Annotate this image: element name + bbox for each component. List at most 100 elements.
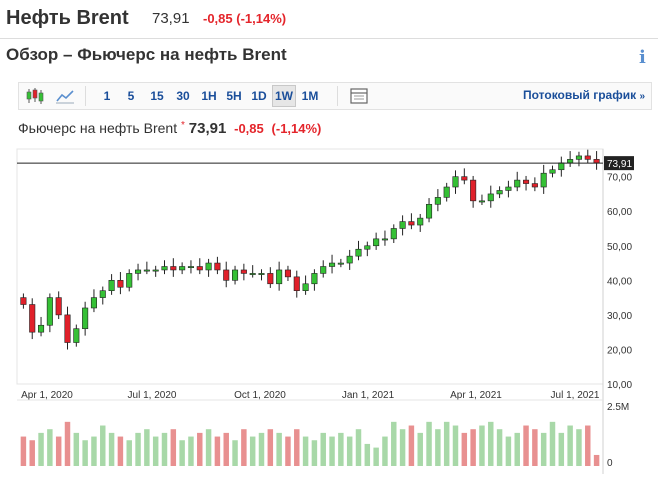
- line-chart-icon[interactable]: [55, 86, 75, 106]
- candle-body: [302, 283, 309, 291]
- toolbar-divider: [337, 86, 338, 106]
- x-tick-label: Apr 1, 2021: [450, 390, 502, 401]
- x-tick-label: Jan 1, 2021: [342, 390, 395, 401]
- candle-body: [82, 307, 89, 330]
- volume-bar: [558, 432, 565, 466]
- volume-bar: [479, 425, 485, 466]
- candle-body: [108, 280, 115, 291]
- volume-bar: [82, 440, 88, 466]
- interval-5h[interactable]: 5H: [226, 89, 242, 103]
- candle-body: [187, 266, 194, 269]
- candle-body: [320, 266, 327, 274]
- candle-body: [64, 314, 71, 343]
- volume-bar: [161, 432, 168, 466]
- volume-bar: [188, 436, 194, 466]
- volume-bar: [576, 429, 582, 466]
- volume-bar: [29, 440, 35, 466]
- candle-body: [390, 228, 397, 240]
- volume-bar: [73, 432, 80, 466]
- candle-body: [399, 221, 406, 229]
- volume-bar: [488, 421, 494, 466]
- interval-5[interactable]: 5: [127, 89, 135, 103]
- volume-bar: [214, 436, 221, 466]
- volume-bar: [364, 443, 371, 466]
- candle-body: [99, 290, 106, 298]
- candle-body: [214, 262, 221, 271]
- chart-toolbar: 1 5 15 30 1H 5H 1D 1W 1M Потоковый графи…: [18, 82, 652, 110]
- candle-body: [55, 297, 62, 316]
- volume-bar: [302, 436, 309, 466]
- volume-bar: [47, 429, 53, 466]
- interval-30[interactable]: 30: [176, 89, 190, 103]
- candle-body: [293, 276, 300, 291]
- candle-body: [117, 280, 124, 288]
- volume-bar: [346, 436, 353, 466]
- volume-bar: [461, 432, 468, 466]
- volume-bar: [20, 436, 27, 466]
- candle-body: [196, 266, 203, 271]
- candle-body: [249, 273, 256, 275]
- candle-body: [143, 269, 150, 272]
- candle-body: [152, 269, 159, 272]
- volume-bar: [399, 429, 406, 466]
- candle-body: [355, 248, 362, 257]
- volume-bar: [91, 436, 97, 466]
- volume-tick-label: 0: [607, 458, 613, 469]
- candle-body: [29, 304, 36, 333]
- interval-1m[interactable]: 1M: [301, 89, 319, 103]
- legend-instrument-name: Фьючерс на нефть Brent: [18, 120, 178, 136]
- x-tick-label: Jul 1, 2021: [551, 390, 600, 401]
- table-icon[interactable]: [349, 86, 369, 106]
- volume-bar: [108, 432, 115, 466]
- volume-bar: [223, 432, 229, 466]
- legend-price: 73,91: [188, 120, 227, 137]
- info-icon[interactable]: i: [639, 47, 646, 68]
- candle-body: [232, 269, 239, 281]
- volume-bar: [505, 436, 512, 466]
- interval-1[interactable]: 1: [103, 89, 111, 103]
- candle-body: [364, 245, 371, 250]
- volume-bar: [417, 432, 423, 466]
- volume-bar: [452, 425, 459, 466]
- page-title: Нефть Brent: [6, 7, 129, 29]
- y-tick-label: 60,00: [607, 207, 632, 218]
- candle-body: [240, 269, 247, 274]
- y-tick-label: 10,00: [607, 380, 632, 391]
- price-chart[interactable]: 70,00 60,00 50,00 40,00 30,00 20,00 10,00 73,91…: [0, 144, 658, 480]
- header-change: -0,85 (-1,14%): [203, 11, 287, 26]
- y-tick-label: 50,00: [607, 242, 632, 253]
- volume-bar: [496, 429, 503, 466]
- candle-body: [575, 155, 582, 160]
- volume-bar: [100, 425, 106, 466]
- header-divider: [0, 38, 658, 39]
- legend-change: -0,85: [234, 121, 264, 136]
- volume-bar: [249, 436, 256, 466]
- candle-body: [461, 176, 468, 181]
- volume-bar: [338, 432, 344, 466]
- candle-body: [311, 273, 318, 285]
- candlestick-icon[interactable]: [25, 86, 45, 106]
- volume-bar: [514, 432, 520, 466]
- volume-bar: [470, 429, 476, 466]
- candle-body: [179, 266, 186, 271]
- volume-bar: [64, 421, 71, 466]
- candle-body: [487, 193, 494, 202]
- y-tick-label: 30,00: [607, 311, 632, 322]
- interval-15[interactable]: 15: [150, 89, 164, 103]
- stream-chart-link[interactable]: Потоковый график »: [523, 88, 645, 102]
- volume-bar: [117, 436, 124, 466]
- interval-1d[interactable]: 1D: [251, 89, 267, 103]
- volume-bar: [152, 436, 159, 466]
- x-tick-label: Oct 1, 2020: [234, 390, 286, 401]
- interval-1h[interactable]: 1H: [201, 89, 217, 103]
- volume-bar: [294, 429, 300, 466]
- candle-body: [223, 269, 230, 281]
- candle-body: [73, 328, 80, 343]
- candle-body: [20, 297, 27, 305]
- candle-body: [90, 297, 97, 309]
- volume-bar: [197, 432, 203, 466]
- candle-body: [284, 269, 291, 278]
- candle-body: [434, 197, 441, 205]
- interval-1w[interactable]: 1W: [272, 85, 296, 107]
- volume-bar: [443, 421, 450, 466]
